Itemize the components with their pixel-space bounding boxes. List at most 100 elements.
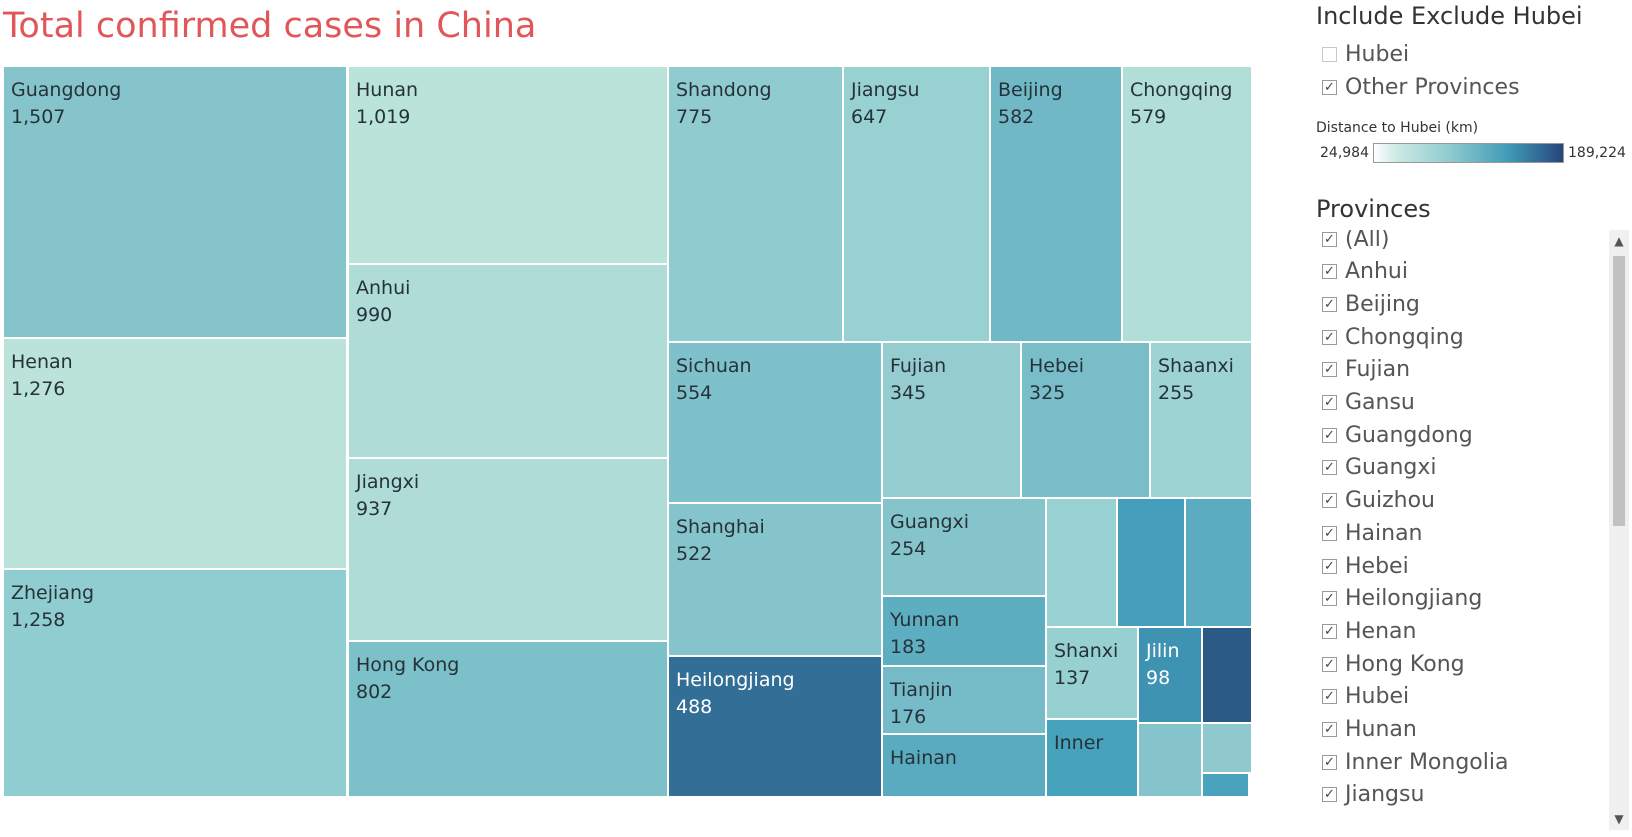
tile-label: Inner: [1054, 730, 1103, 757]
filter-option[interactable]: ✓ Gansu: [1322, 387, 1415, 419]
checkbox-checked-icon[interactable]: ✓: [1322, 722, 1337, 737]
checkbox-checked-icon[interactable]: ✓: [1322, 362, 1337, 378]
checkbox-checked-icon[interactable]: ✓: [1322, 427, 1337, 443]
tile-case-count: 183: [890, 636, 927, 658]
filter-option-label: (All): [1345, 230, 1390, 252]
treemap-tile[interactable]: [1117, 498, 1185, 627]
treemap-tile[interactable]: Hong Kong 802: [348, 641, 668, 797]
treemap-tile[interactable]: Hainan: [882, 734, 1046, 797]
checkbox-checked-icon[interactable]: ✓: [1322, 460, 1337, 476]
tile-case-count: 775: [676, 106, 713, 128]
treemap-tile[interactable]: [1202, 723, 1252, 773]
tile-label: Hainan: [890, 745, 957, 772]
provinces-list[interactable]: ✓ (All) ✓ Anhui ✓ Beijing ✓ Chongqing ✓ Fujian ✓ Ga…: [1316, 230, 1632, 837]
checkbox-checked-icon[interactable]: ✓: [1322, 591, 1337, 607]
checkbox-checked-icon[interactable]: ✓: [1322, 623, 1337, 639]
treemap-tile[interactable]: Fujian 345: [882, 342, 1021, 498]
filter-option[interactable]: ✓ Hunan: [1322, 714, 1417, 746]
checkbox-checked-icon[interactable]: ✓: [1322, 656, 1337, 672]
legend-title: Distance to Hubei (km): [1316, 120, 1479, 136]
treemap-tile[interactable]: Jiangxi 937: [348, 458, 668, 641]
tile-case-count: 1,019: [356, 106, 411, 128]
tile-case-count: 1,507: [11, 106, 66, 128]
scroll-up-arrow-icon[interactable]: ▲: [1614, 234, 1624, 248]
filter-option-label: Chongqing: [1345, 324, 1464, 350]
tile-label: Heilongjiang 488: [676, 667, 795, 721]
filter-option[interactable]: ✓ Jiangsu: [1322, 779, 1424, 811]
treemap-tile[interactable]: Shanxi 137: [1046, 627, 1138, 719]
checkbox-checked-icon[interactable]: ✓: [1322, 231, 1337, 247]
filter-option[interactable]: ✓ Chongqing: [1322, 321, 1464, 353]
treemap-tile[interactable]: Shaanxi 255: [1150, 342, 1252, 498]
treemap-tile[interactable]: Beijing 582: [990, 66, 1122, 342]
provinces-scrollbar[interactable]: ▲ ▼: [1609, 230, 1629, 830]
treemap-tile[interactable]: Shandong 775: [668, 66, 843, 342]
filter-option[interactable]: ✓ Hubei: [1322, 681, 1409, 713]
checkbox-checked-icon[interactable]: ✓: [1322, 296, 1337, 312]
tile-label: Jilin 98: [1146, 638, 1179, 692]
tile-province-name: Guangdong: [11, 79, 122, 101]
scrollbar-thumb[interactable]: [1613, 256, 1625, 526]
checkbox-checked-icon[interactable]: ✓: [1322, 493, 1337, 509]
filter-option[interactable]: ✓ Other Provinces: [1322, 71, 1520, 103]
treemap-tile[interactable]: [1202, 627, 1252, 723]
treemap-tile[interactable]: Heilongjiang 488: [668, 656, 882, 797]
filter-option[interactable]: Hubei: [1322, 38, 1409, 70]
filter-option[interactable]: ✓ Hebei: [1322, 550, 1409, 582]
tile-case-count: 254: [890, 538, 927, 560]
filter-option[interactable]: ✓ Guizhou: [1322, 485, 1435, 517]
checkbox-checked-icon[interactable]: ✓: [1322, 689, 1337, 705]
checkbox-checked-icon[interactable]: ✓: [1322, 525, 1337, 541]
treemap-tile[interactable]: Hebei 325: [1021, 342, 1150, 498]
checkbox-checked-icon[interactable]: ✓: [1322, 754, 1337, 770]
tile-province-name: Fujian: [890, 355, 947, 377]
treemap-tile[interactable]: Sichuan 554: [668, 342, 882, 503]
treemap-tile[interactable]: Shanghai 522: [668, 503, 882, 656]
treemap-tile[interactable]: Hunan 1,019: [348, 66, 668, 264]
treemap-tile[interactable]: Tianjin 176: [882, 666, 1046, 734]
treemap-tile[interactable]: Inner: [1046, 719, 1138, 797]
filter-option[interactable]: ✓ Guangxi: [1322, 452, 1437, 484]
treemap-tile[interactable]: Guangdong 1,507: [3, 66, 347, 338]
filter-option[interactable]: ✓ Heilongjiang: [1322, 583, 1482, 615]
treemap-tile[interactable]: Chongqing 579: [1122, 66, 1252, 342]
tile-province-name: Anhui: [356, 277, 411, 299]
filter-option-label: Guangxi: [1345, 455, 1437, 481]
filter-option[interactable]: ✓ Hong Kong: [1322, 648, 1465, 680]
scroll-down-arrow-icon[interactable]: ▼: [1614, 812, 1624, 826]
checkbox-checked-icon[interactable]: ✓: [1322, 264, 1337, 280]
treemap-tile[interactable]: [1185, 498, 1252, 627]
treemap: Guangdong 1,507 Henan 1,276 Zhejiang 1,258 Hun…: [3, 66, 1252, 797]
tile-province-name: Hong Kong: [356, 654, 460, 676]
filter-option[interactable]: ✓ Inner Mongolia: [1322, 746, 1508, 778]
filter-option[interactable]: ✓ Hainan: [1322, 517, 1423, 549]
treemap-tile[interactable]: Jilin 98: [1138, 627, 1202, 723]
treemap-tile[interactable]: [1202, 773, 1249, 797]
legend-max-label: 189,224: [1568, 145, 1626, 161]
treemap-tile[interactable]: Anhui 990: [348, 264, 668, 458]
filter-option[interactable]: ✓ (All): [1322, 230, 1389, 255]
treemap-tile[interactable]: Henan 1,276: [3, 338, 347, 569]
treemap-tile[interactable]: [1046, 498, 1117, 627]
filter-option[interactable]: ✓ Anhui: [1322, 256, 1408, 288]
filter-option-label: Hubei: [1345, 41, 1410, 67]
filter-option-label: Beijing: [1345, 291, 1420, 317]
treemap-tile[interactable]: Jiangsu 647: [843, 66, 990, 342]
tile-province-name: Hainan: [890, 747, 957, 769]
checkbox-checked-icon[interactable]: ✓: [1322, 395, 1337, 410]
checkbox-checked-icon[interactable]: ✓: [1322, 787, 1337, 803]
checkbox-checked-icon[interactable]: ✓: [1322, 329, 1337, 345]
checkbox-unchecked-icon[interactable]: [1322, 46, 1337, 62]
filter-option[interactable]: ✓ Guangdong: [1322, 419, 1473, 451]
filter-option[interactable]: ✓ Beijing: [1322, 288, 1420, 320]
checkbox-checked-icon[interactable]: ✓: [1322, 79, 1337, 95]
treemap-tile[interactable]: [1138, 723, 1202, 797]
treemap-tile[interactable]: Zhejiang 1,258: [3, 569, 347, 797]
treemap-tile[interactable]: Guangxi 254: [882, 498, 1046, 596]
filter-option[interactable]: ✓ Fujian: [1322, 354, 1410, 386]
checkbox-checked-icon[interactable]: ✓: [1322, 558, 1337, 574]
filter-option[interactable]: ✓ Henan: [1322, 615, 1416, 647]
tile-case-count: 98: [1146, 667, 1171, 689]
tile-label: Shanghai 522: [676, 514, 765, 568]
treemap-tile[interactable]: Yunnan 183: [882, 596, 1046, 666]
